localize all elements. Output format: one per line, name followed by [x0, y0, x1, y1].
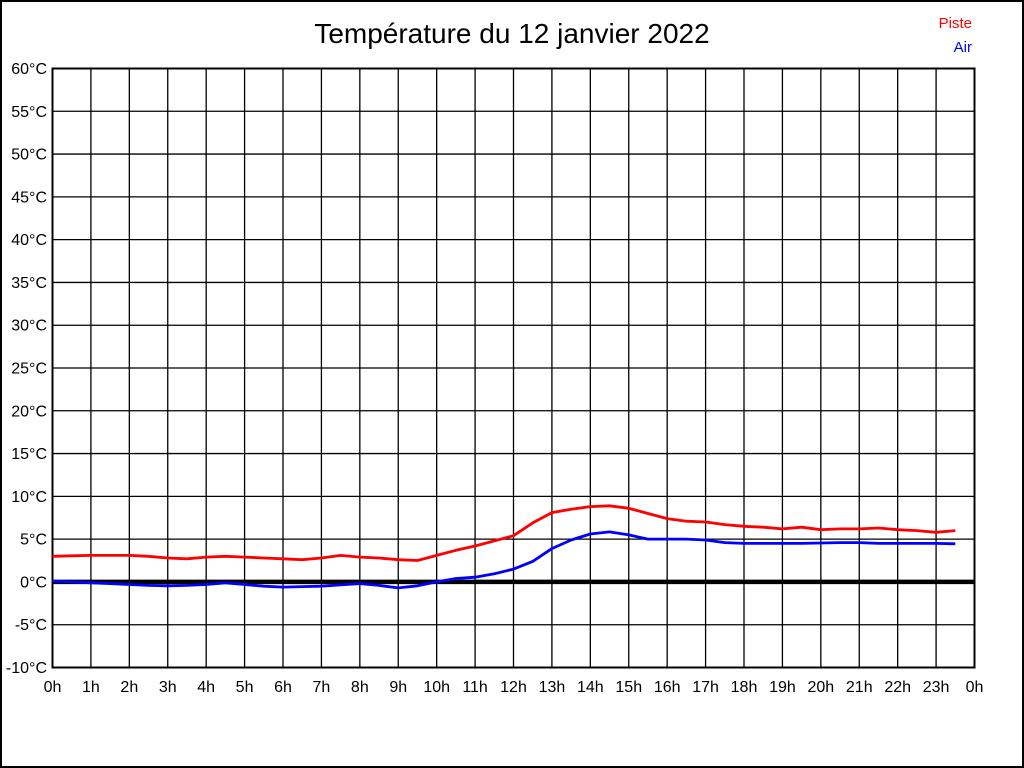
- plot-border: [51, 67, 976, 669]
- x-tick-label: 17h: [692, 679, 719, 696]
- y-tick-label: 45°C: [11, 189, 47, 206]
- x-tick-label: 1h: [82, 679, 100, 696]
- x-tick-label: 18h: [731, 679, 758, 696]
- y-tick-label: 60°C: [11, 61, 47, 78]
- x-tick-label: 6h: [274, 679, 292, 696]
- y-tick-label: 30°C: [11, 318, 47, 335]
- y-tick-label: 50°C: [11, 147, 47, 164]
- y-tick-label: 40°C: [11, 232, 47, 249]
- x-tick-label: 13h: [539, 679, 566, 696]
- y-tick-label: -5°C: [15, 617, 47, 634]
- y-tick-label: 55°C: [11, 104, 47, 121]
- y-tick-label: 15°C: [11, 446, 47, 463]
- x-tick-label: 23h: [923, 679, 950, 696]
- x-tick-label: 11h: [462, 679, 488, 696]
- x-tick-label: 19h: [769, 679, 796, 696]
- piste-line: [52, 504, 956, 562]
- legend-item-piste: Piste: [938, 15, 972, 32]
- y-tick-label: 10°C: [11, 489, 47, 506]
- x-tick-label: 2h: [120, 679, 138, 696]
- x-tick-label: 10h: [423, 679, 450, 696]
- x-tick-label: 0h: [44, 679, 62, 696]
- y-tick-label: 35°C: [11, 275, 47, 292]
- chart-legend: Piste Air: [939, 12, 972, 60]
- x-tick-label: 21h: [846, 679, 873, 696]
- x-tick-label: 15h: [615, 679, 642, 696]
- chart-title: Température du 12 janvier 2022: [314, 18, 710, 49]
- x-tick-label: 7h: [313, 679, 331, 696]
- x-tick-label: 14h: [577, 679, 604, 696]
- legend-item-air: Air: [953, 39, 972, 56]
- x-tick-label: 5h: [236, 679, 254, 696]
- y-tick-label: -10°C: [6, 660, 47, 677]
- x-tick-label: 12h: [500, 679, 527, 696]
- x-tick-label: 9h: [389, 679, 407, 696]
- air-line: [52, 530, 956, 590]
- x-tick-label: 22h: [884, 679, 911, 696]
- y-tick-label: 5°C: [20, 532, 47, 549]
- x-tick-label: 16h: [654, 679, 681, 696]
- y-tick-label: 25°C: [11, 361, 47, 378]
- x-tick-label: 4h: [197, 679, 215, 696]
- y-tick-label: 0°C: [20, 574, 47, 591]
- x-tick-label: 8h: [351, 679, 369, 696]
- x-tick-label: 20h: [807, 679, 834, 696]
- x-tick-label: 3h: [159, 679, 177, 696]
- y-tick-label: 20°C: [11, 403, 47, 420]
- x-tick-label: 0h: [966, 679, 984, 696]
